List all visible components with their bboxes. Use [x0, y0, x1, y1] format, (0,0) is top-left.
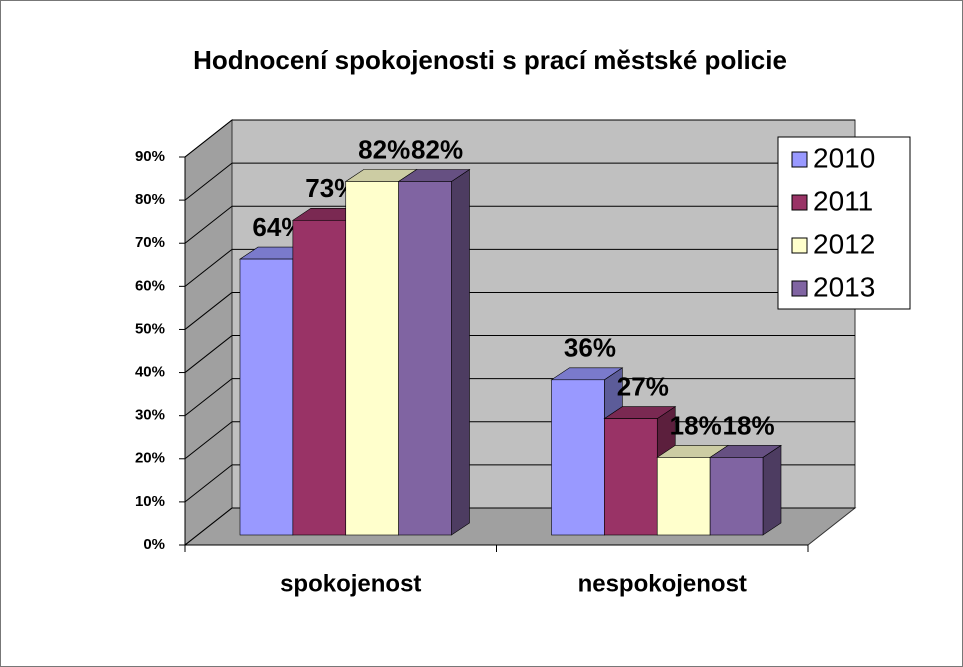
bar [709, 444, 782, 536]
grid-line-side [184, 292, 233, 330]
value-label: 18% [670, 410, 722, 440]
grid-line-side [184, 464, 233, 503]
y-tick-label: 40% [135, 364, 165, 381]
value-label: 27% [617, 371, 669, 401]
bar-front [709, 457, 764, 536]
y-tick-label: 70% [135, 234, 165, 251]
legend-swatch [791, 194, 808, 211]
y-tick-label: 90% [135, 148, 165, 165]
y-tick-label: 30% [135, 407, 165, 424]
bar [397, 168, 471, 536]
value-label: 82% [358, 134, 410, 164]
chart-title: Hodnocení spokojenosti s prací městské p… [193, 45, 787, 75]
bar-front [292, 219, 347, 536]
grid-line-side [184, 119, 233, 158]
value-label: 82% [411, 134, 463, 164]
y-tick-label: 20% [135, 450, 165, 467]
y-tick-label: 0% [143, 536, 165, 553]
legend-swatch [791, 237, 808, 254]
grid-line-side [184, 378, 233, 417]
bar-front [239, 258, 294, 536]
bar-front [656, 457, 711, 536]
bar-front [551, 379, 605, 536]
legend-label: 2010 [813, 142, 875, 173]
side-wall [184, 118, 233, 547]
value-label: 18% [723, 410, 775, 440]
legend-label: 2012 [813, 228, 875, 259]
grid-line-side [184, 335, 233, 373]
grid-line-side [184, 248, 233, 287]
grid-line-side [184, 162, 233, 201]
y-tick-label: 60% [135, 277, 165, 294]
legend-label: 2011 [813, 185, 873, 216]
value-label: 36% [564, 333, 616, 363]
bar-side [762, 444, 782, 536]
y-tick-label: 80% [135, 191, 165, 208]
bar-front [398, 181, 452, 536]
grid-line [184, 119, 855, 158]
x-tick-label: nespokojenost [578, 570, 747, 597]
grid-line [184, 162, 855, 201]
grid-line-side [184, 421, 233, 460]
legend-swatch [791, 280, 808, 297]
legend-label: 2013 [813, 271, 875, 302]
bar-front [604, 418, 658, 536]
x-tick-label: spokojenost [280, 570, 421, 597]
bar-side [451, 168, 470, 536]
legend-swatch [791, 151, 808, 168]
bar-front [345, 181, 399, 536]
y-tick-label: 10% [135, 493, 165, 510]
grid-line-side [184, 507, 233, 546]
y-tick-label: 50% [135, 320, 165, 337]
grid-line [184, 205, 855, 244]
grid-line-side [184, 205, 233, 244]
